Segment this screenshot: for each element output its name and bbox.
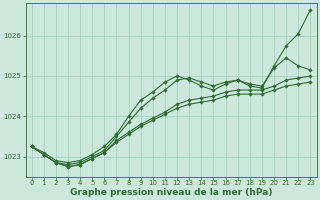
X-axis label: Graphe pression niveau de la mer (hPa): Graphe pression niveau de la mer (hPa) [70, 188, 272, 197]
